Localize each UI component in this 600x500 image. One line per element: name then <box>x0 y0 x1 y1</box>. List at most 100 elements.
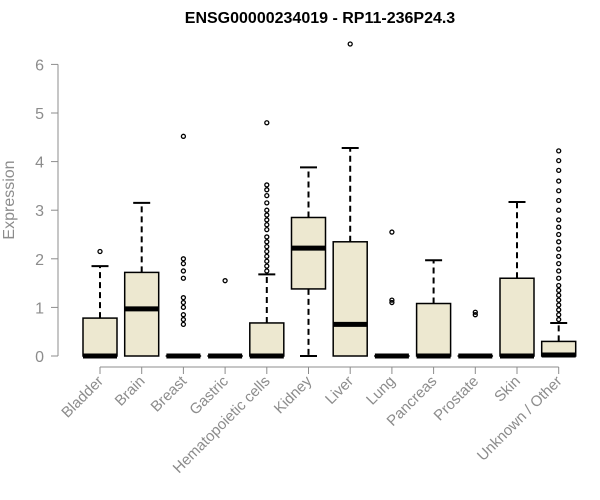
outlier-point <box>556 282 562 289</box>
outlier-point <box>264 120 270 126</box>
outlier-point <box>264 239 270 245</box>
y-tick-label: 2 <box>35 252 44 269</box>
x-tick-label: Lung <box>363 373 399 409</box>
outlier-point <box>389 297 395 303</box>
outlier-point <box>389 299 395 306</box>
box-group <box>207 278 243 359</box>
outlier-point <box>180 295 187 301</box>
outlier-point <box>264 234 270 240</box>
outlier-point <box>556 231 562 238</box>
outlier-point <box>556 297 562 303</box>
outlier-point <box>556 217 562 223</box>
outlier-point <box>472 312 478 318</box>
outlier-point <box>556 275 562 281</box>
outlier-point <box>556 178 562 184</box>
outlier-point <box>556 287 562 294</box>
box-group <box>249 120 285 359</box>
outlier-point <box>180 299 187 306</box>
outlier-point <box>264 243 270 250</box>
outlier-point <box>556 157 562 164</box>
outlier-point <box>180 268 187 274</box>
outlier-point <box>264 200 270 206</box>
outlier-point <box>180 256 187 262</box>
outlier-point <box>556 224 562 230</box>
y-axis-label: Expression <box>1 160 18 239</box>
outlier-point <box>264 212 270 218</box>
y-tick-label: 5 <box>35 106 44 123</box>
box-iqr <box>123 271 160 357</box>
box-iqr <box>249 322 285 357</box>
outlier-point <box>389 229 395 235</box>
outlier-point <box>556 148 562 154</box>
plot-area <box>82 41 577 359</box>
box-group <box>540 148 577 358</box>
outlier-point <box>264 182 270 188</box>
box-group <box>499 200 535 359</box>
box-iqr <box>499 277 535 357</box>
y-tick-label: 4 <box>35 155 44 172</box>
y-tick-label: 0 <box>35 349 44 366</box>
box-group <box>290 166 327 357</box>
box-group <box>457 309 494 359</box>
outlier-point <box>264 192 270 199</box>
outlier-point <box>556 292 562 298</box>
outlier-point <box>264 226 270 233</box>
x-tick-label: Breast <box>148 372 191 415</box>
outlier-point <box>556 197 562 204</box>
box-group <box>82 248 118 359</box>
box-iqr <box>415 302 452 357</box>
outlier-point <box>472 309 478 315</box>
box-iqr <box>332 241 368 357</box>
outlier-point <box>347 41 353 47</box>
outlier-point <box>264 268 270 274</box>
outlier-point <box>556 207 562 213</box>
outlier-point <box>264 207 270 213</box>
chart-title: ENSG00000234019 - RP11-236P24.3 <box>185 10 456 27</box>
outlier-point <box>264 248 270 255</box>
outlier-point <box>180 316 187 323</box>
outlier-point <box>556 312 562 318</box>
y-tick-label: 6 <box>35 57 44 74</box>
y-tick-label: 3 <box>35 203 44 220</box>
box-group <box>123 201 160 357</box>
outlier-point <box>556 246 562 252</box>
box-group <box>374 229 410 359</box>
box-iqr <box>290 216 327 290</box>
outlier-point <box>264 258 270 264</box>
outlier-point <box>97 248 103 255</box>
x-tick-label: Bladder <box>58 373 107 422</box>
outlier-point <box>556 302 562 308</box>
box-group <box>415 259 452 359</box>
y-tick-label: 1 <box>35 300 44 317</box>
outlier-point <box>556 239 562 245</box>
outlier-point <box>180 261 187 267</box>
outlier-point <box>180 133 187 139</box>
outlier-point <box>556 316 562 323</box>
outlier-point <box>556 253 562 260</box>
x-tick-label: Skin <box>491 373 524 406</box>
x-tick-label: Kidney <box>271 372 316 417</box>
box-group <box>165 133 202 359</box>
box-iqr <box>82 317 118 357</box>
x-tick-label: Prostate <box>431 373 483 425</box>
outlier-point <box>556 167 562 173</box>
outlier-point <box>556 261 562 267</box>
outlier-point <box>180 304 187 311</box>
outlier-point <box>264 263 270 269</box>
outlier-point <box>180 312 187 318</box>
outlier-point <box>264 253 270 260</box>
outlier-point <box>264 222 270 228</box>
outlier-point <box>222 278 228 284</box>
outlier-point <box>556 307 562 313</box>
outlier-point <box>556 268 562 274</box>
y-axis: 0 1 2 3 4 5 6 <box>35 57 59 366</box>
outlier-point <box>180 275 187 281</box>
outlier-point <box>264 217 270 223</box>
outlier-point <box>556 188 562 194</box>
outlier-point <box>180 321 187 328</box>
x-tick-label: Liver <box>322 373 357 408</box>
outlier-point <box>264 187 270 193</box>
x-tick-label: Brain <box>112 373 149 410</box>
